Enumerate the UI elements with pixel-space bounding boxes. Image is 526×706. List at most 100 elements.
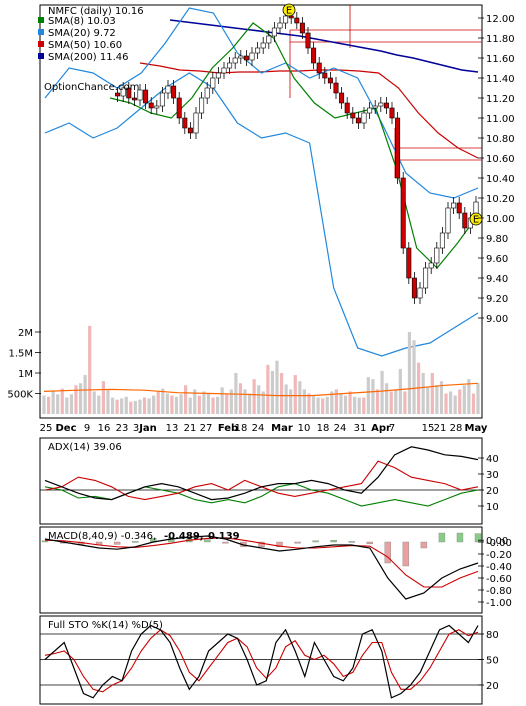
volume-bar: [302, 389, 306, 414]
sto-tick-label: 50: [486, 656, 499, 667]
volume-bar: [325, 396, 329, 414]
volume-layer: [42, 325, 480, 414]
candle-body: [389, 107, 395, 119]
candle-body: [339, 92, 345, 104]
x-tick-label: 24: [334, 423, 347, 434]
volume-tick-label: 2M: [18, 328, 33, 339]
volume-bar: [380, 370, 384, 414]
price-tick-label: 10.40: [486, 174, 515, 185]
candle-body: [260, 42, 266, 49]
volume-bar: [298, 381, 302, 414]
price-tick-label: 9.80: [486, 234, 508, 245]
x-tick-label: 13: [166, 423, 179, 434]
volume-tick-label: 1.5M: [8, 349, 33, 360]
volume-bar: [371, 379, 375, 414]
price-layer: EE: [44, 3, 483, 357]
candle-body: [378, 102, 384, 107]
legend-entry: SMA(50) 10.60: [48, 40, 122, 51]
volume-ma-line: [43, 382, 479, 397]
adx-tick-label: 20: [486, 486, 499, 497]
volume-bar: [133, 400, 137, 414]
volume-bar: [334, 389, 338, 414]
candle-body: [350, 112, 356, 119]
macd-histogram-bar: [204, 539, 211, 543]
candle-body: [249, 52, 255, 61]
price-tick-label: 9.40: [486, 274, 508, 285]
watermark: OptionChance.com: [44, 82, 139, 93]
volume-bar: [407, 332, 412, 414]
x-tick-label: Apr: [371, 423, 391, 434]
volume-bar: [321, 398, 325, 414]
volume-bar: [184, 385, 188, 414]
legend-entry: SMA(200) 11.46: [48, 52, 129, 63]
x-tick-label: 23: [116, 423, 129, 434]
volume-bar: [307, 393, 311, 414]
volume-bar: [74, 385, 78, 414]
volume-bar: [426, 387, 430, 414]
volume-bar: [60, 388, 64, 414]
macd-histogram-bar: [384, 541, 391, 564]
candle-body: [204, 87, 210, 99]
volume-bar: [174, 396, 179, 414]
candle-body: [456, 202, 462, 214]
volume-bar: [293, 375, 297, 414]
macd-layer: [41, 532, 482, 600]
candle-body: [154, 105, 160, 109]
volume-bar: [289, 389, 293, 414]
candle-body: [283, 15, 289, 24]
volume-tick-label: 500K: [7, 390, 33, 401]
candle-body: [400, 177, 406, 249]
candle-body: [227, 62, 233, 69]
sma50-line: [139, 62, 479, 159]
volume-bar: [229, 389, 233, 414]
volume-bar: [156, 391, 160, 414]
candle-body: [361, 112, 367, 124]
x-tick-label: 28: [450, 423, 463, 434]
candle-body: [182, 117, 188, 129]
volume-bar: [188, 397, 192, 414]
volume-bar: [279, 373, 284, 414]
candle-body: [131, 97, 137, 101]
macd-histogram-bar: [456, 532, 464, 543]
adx-tick-label: 40: [486, 454, 499, 465]
macd-histogram-bar: [294, 541, 301, 544]
volume-bar: [385, 383, 389, 414]
volume-bar: [270, 370, 275, 414]
volume-bar: [430, 373, 434, 414]
volume-bar: [88, 325, 92, 414]
candle-body: [299, 22, 305, 34]
volume-bar: [238, 383, 243, 414]
earnings-marker-label: E: [473, 215, 479, 226]
volume-bar: [471, 393, 476, 414]
macd-tick-label: 0.00: [486, 536, 508, 547]
volume-bar: [266, 364, 270, 414]
adx-panel-frame: [39, 437, 483, 525]
price-tick-label: 12.00: [486, 14, 515, 25]
adx-title: ADX(14) 39.06: [48, 442, 122, 453]
legend-entry: SMA(8) 10.03: [48, 16, 116, 27]
price-panel-frame: [39, 4, 483, 419]
macd-tick-label: -0.40: [486, 562, 512, 573]
volume-bar: [357, 397, 361, 414]
volume-bar: [366, 377, 370, 414]
sto-tick-label: 80: [486, 630, 499, 641]
volume-bar: [78, 383, 83, 414]
volume-bar: [311, 395, 316, 414]
candle-body: [344, 102, 350, 114]
volume-bar: [261, 391, 265, 414]
x-tick-label: 3: [133, 423, 139, 434]
volume-bar: [467, 379, 471, 414]
volume-bar: [389, 391, 393, 414]
macd-signal-value: -0.489,: [164, 531, 204, 542]
volume-bar: [42, 395, 46, 414]
volume-bar: [247, 393, 252, 414]
x-tick-label: 21: [184, 423, 197, 434]
candle-body: [367, 107, 373, 114]
legend-swatch: [38, 53, 44, 59]
price-tick-label: 10.00: [486, 214, 515, 225]
volume-bar: [394, 389, 398, 414]
volume-bar: [69, 394, 74, 414]
volume-bar: [46, 396, 51, 414]
candle-body: [187, 127, 193, 134]
